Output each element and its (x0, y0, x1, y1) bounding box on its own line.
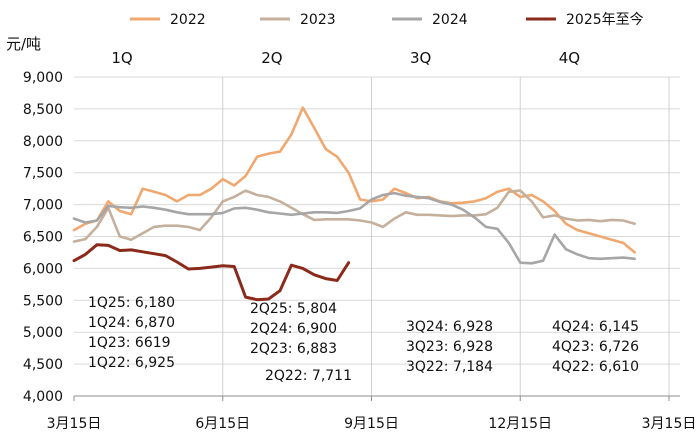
legend-label: 2024 (432, 12, 468, 28)
x-tick-label: 6月15日 (195, 416, 250, 432)
series-line-2025年至今 (72, 243, 351, 302)
series-lines (72, 106, 637, 302)
annotation-text: 4Q23: 6,726 (552, 339, 639, 355)
x-tick-label: 9月15日 (344, 416, 399, 432)
gridlines (74, 76, 680, 365)
annotation-text: 2Q23: 6,883 (250, 341, 337, 357)
series-line-2024 (72, 191, 637, 265)
legend: 2022 2023 2024 2025年至今 (130, 12, 644, 28)
y-axis-label: 元/吨 (6, 35, 41, 53)
annotation-text: 4Q22: 6,610 (552, 359, 639, 375)
annotation-text: 1Q25: 6,180 (88, 295, 175, 311)
quarter-label: 3Q (410, 49, 431, 67)
y-tick-label: 6,500 (23, 230, 63, 246)
x-tick-label: 3月15日 (47, 416, 102, 432)
quarter-dividers (222, 77, 670, 396)
quarter-label: 1Q (111, 49, 132, 67)
annotation-text: 3Q24: 6,928 (406, 319, 493, 335)
y-tick-label: 6,000 (23, 261, 63, 277)
annotation-text: 4Q24: 6,145 (552, 319, 639, 335)
y-tick-labels: 4,000 4,500 5,000 5,500 6,000 6,500 7,000 7,500… (23, 70, 63, 405)
annotations: 1Q25: 6,180 1Q24: 6,870 1Q23: 6619 1Q22: 6,… (88, 295, 639, 384)
y-tick-label: 5,000 (23, 325, 63, 341)
legend-label: 2025年至今 (566, 12, 644, 28)
annotation-text: 3Q22: 7,184 (406, 359, 493, 375)
annotation-text: 1Q23: 6619 (88, 335, 171, 351)
x-tick-label: 12月15日 (488, 416, 552, 432)
x-tick-labels: 3月15日 6月15日 9月15日 12月15日 3月15日 (47, 396, 697, 432)
legend-label: 2023 (300, 12, 336, 28)
quarter-label: 4Q (559, 49, 580, 67)
y-tick-label: 4,000 (23, 389, 63, 405)
quarter-labels: 1Q 2Q 3Q 4Q (111, 49, 580, 67)
annotation-text: 1Q24: 6,870 (88, 315, 175, 331)
y-tick-label: 8,500 (23, 102, 63, 118)
annotation-text: 1Q22: 6,925 (88, 355, 175, 371)
x-tick-label: 3月15日 (642, 416, 697, 432)
legend-label: 2022 (170, 12, 206, 28)
y-tick-label: 4,500 (23, 357, 63, 373)
series-line-2023 (72, 189, 637, 243)
quarter-label: 2Q (261, 49, 282, 67)
y-tick-label: 7,000 (23, 198, 63, 214)
y-tick-label: 8,000 (23, 134, 63, 150)
y-tick-label: 9,000 (23, 70, 63, 86)
series-line-2022 (72, 106, 637, 254)
annotation-text: 3Q23: 6,928 (406, 339, 493, 355)
annotation-text: 2Q24: 6,900 (250, 321, 337, 337)
annotation-text: 2Q22: 7,711 (265, 368, 352, 384)
y-tick-label: 5,500 (23, 293, 63, 309)
y-tick-label: 7,500 (23, 166, 63, 182)
annotation-text: 2Q25: 5,804 (250, 301, 337, 317)
